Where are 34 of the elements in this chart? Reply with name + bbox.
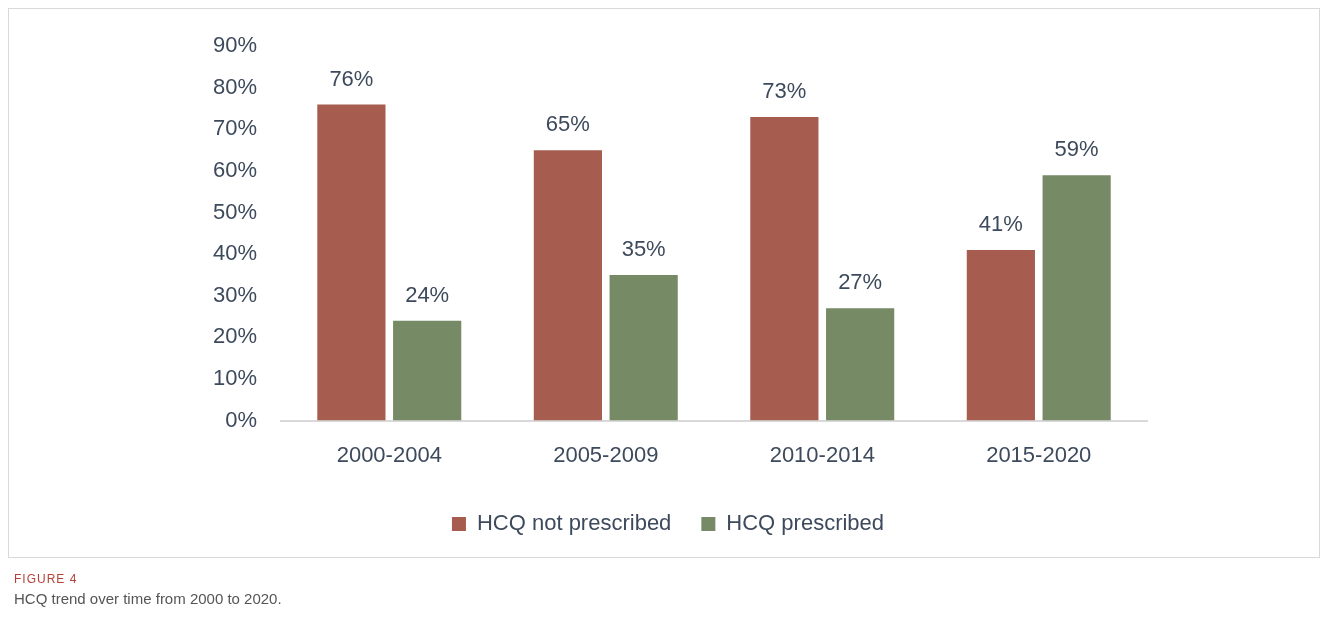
data-label: 76%	[329, 65, 374, 91]
data-label: 41%	[978, 211, 1023, 237]
bar	[826, 308, 895, 421]
y-tick-label: 80%	[212, 73, 258, 99]
x-tick-label: 2015-2020	[986, 441, 1092, 467]
y-tick-label: 0%	[225, 406, 258, 432]
legend-label: HCQ not prescribed	[476, 510, 672, 536]
caption: FIGURE 4	[14, 572, 79, 586]
y-tick-label: 30%	[212, 281, 258, 307]
y-tick-label: 50%	[212, 198, 258, 224]
data-label: 73%	[762, 77, 807, 103]
data-label: 27%	[838, 269, 883, 295]
data-label: 24%	[405, 281, 450, 307]
data-label: 59%	[1054, 136, 1099, 162]
data-label: 35%	[621, 236, 666, 262]
bar	[533, 150, 602, 421]
y-tick-label: 40%	[212, 240, 258, 266]
y-tick-label: 70%	[212, 115, 258, 141]
legend-label: HCQ prescribed	[726, 510, 885, 536]
bar	[317, 104, 386, 421]
bar	[1042, 175, 1111, 421]
y-tick-label: 60%	[212, 157, 258, 183]
x-tick-label: 2005-2009	[553, 441, 659, 467]
bar	[966, 250, 1035, 421]
bar	[393, 320, 462, 421]
bar	[750, 116, 819, 421]
bar	[609, 275, 678, 421]
y-tick-label: 20%	[212, 323, 258, 349]
data-label: 65%	[545, 111, 590, 137]
x-tick-label: 2000-2004	[336, 441, 442, 467]
y-tick-label: 10%	[212, 365, 258, 391]
y-tick-label: 90%	[212, 32, 258, 58]
x-tick-label: 2010-2014	[769, 441, 875, 467]
text: HCQ trend over time from 2000 to 2020.	[14, 590, 283, 607]
